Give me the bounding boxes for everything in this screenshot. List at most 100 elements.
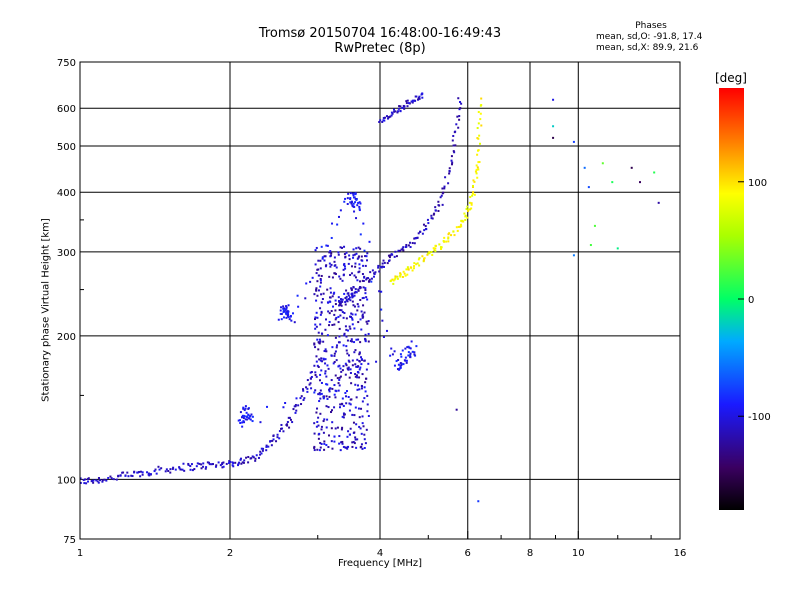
data-point (397, 107, 400, 110)
data-point (117, 474, 120, 477)
data-point (477, 122, 480, 125)
data-point (174, 468, 177, 471)
data-point (359, 427, 362, 430)
data-point (346, 292, 349, 295)
data-point (447, 240, 450, 243)
data-point (358, 353, 361, 356)
data-point (393, 350, 396, 353)
data-point (314, 327, 317, 330)
data-point (363, 311, 366, 314)
data-point (350, 202, 353, 205)
data-point (334, 396, 337, 399)
data-point (309, 280, 312, 283)
data-point (322, 340, 325, 343)
data-point (280, 318, 283, 321)
data-point (415, 95, 418, 98)
data-point (172, 466, 175, 469)
y-tick-label: 600 (57, 104, 76, 115)
data-point (167, 470, 170, 473)
data-point (325, 426, 328, 429)
data-point (237, 464, 240, 467)
data-point (315, 425, 318, 428)
data-point (348, 360, 351, 363)
data-point (280, 423, 283, 426)
data-point (287, 416, 290, 419)
data-point (456, 229, 459, 232)
data-point (294, 411, 297, 414)
data-point (260, 452, 263, 455)
data-point (443, 185, 446, 188)
data-point (327, 301, 330, 304)
data-point (328, 395, 331, 398)
data-point (391, 278, 394, 281)
data-point (387, 259, 390, 262)
data-point (330, 440, 333, 443)
data-point (366, 403, 369, 406)
data-point (347, 395, 350, 398)
x-tick-label: 8 (527, 548, 533, 559)
data-point (358, 205, 361, 208)
data-point (289, 418, 292, 421)
data-point (269, 440, 272, 443)
data-point (377, 264, 380, 267)
data-point (320, 369, 323, 372)
data-point (362, 304, 365, 307)
data-point (368, 240, 371, 243)
data-point (402, 104, 405, 107)
data-point (415, 263, 418, 266)
data-point (403, 107, 406, 110)
data-point (393, 110, 396, 113)
data-point (238, 461, 241, 464)
data-point (254, 457, 257, 460)
data-point (439, 196, 442, 199)
data-point (322, 357, 325, 360)
data-point (390, 114, 393, 117)
data-point (314, 318, 317, 321)
data-point (431, 217, 434, 220)
data-point (403, 359, 406, 362)
data-point (411, 100, 414, 103)
data-point (322, 396, 325, 399)
data-point (244, 405, 247, 408)
data-point (158, 468, 161, 471)
data-point (338, 435, 341, 438)
data-point (326, 244, 329, 247)
data-point (334, 309, 337, 312)
data-point (338, 309, 341, 312)
data-point (337, 315, 340, 318)
data-point (127, 475, 130, 478)
data-point (339, 303, 342, 306)
stats-title: Phases (635, 21, 667, 31)
data-point (410, 100, 413, 103)
data-point (337, 253, 340, 256)
data-point (407, 102, 410, 105)
data-point (340, 304, 343, 307)
data-point (358, 388, 361, 391)
data-point (344, 255, 347, 258)
data-point (351, 359, 354, 362)
data-point (474, 170, 477, 173)
data-point (349, 427, 352, 430)
data-point (364, 255, 367, 258)
data-point (347, 329, 350, 332)
data-point (361, 297, 364, 300)
data-point (90, 480, 93, 483)
data-point (328, 434, 331, 437)
data-point (364, 287, 367, 290)
data-point (348, 376, 351, 379)
data-point (277, 318, 280, 321)
data-point (366, 410, 369, 413)
data-point (334, 264, 337, 267)
data-point (381, 262, 384, 265)
data-point (283, 310, 286, 313)
data-point (331, 447, 334, 450)
data-point (341, 415, 344, 418)
data-point (396, 277, 399, 280)
data-point (349, 371, 352, 374)
data-point (141, 473, 144, 476)
data-point (339, 449, 342, 452)
data-point (572, 254, 575, 257)
data-point (313, 432, 316, 435)
data-point (360, 445, 363, 448)
data-point (459, 223, 462, 226)
